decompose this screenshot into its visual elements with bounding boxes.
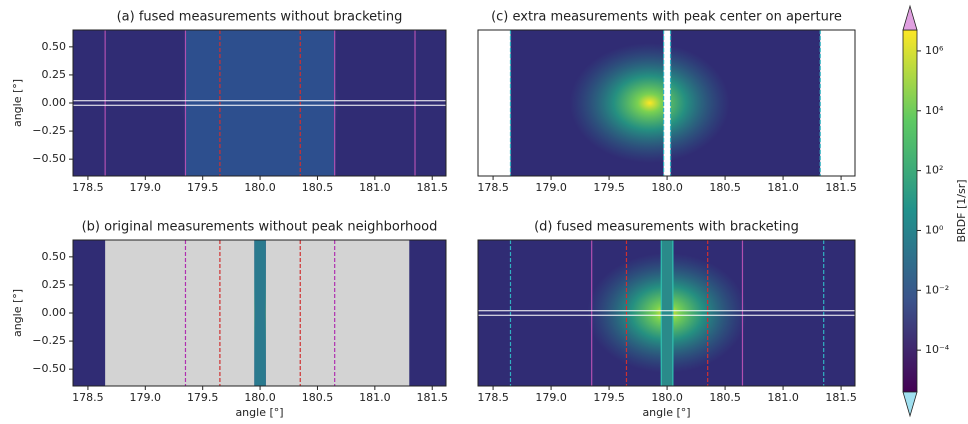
x-tick-label: 179.5 xyxy=(187,181,219,194)
colorbar-extend-top xyxy=(902,4,918,31)
x-tick-label: 179.5 xyxy=(593,391,625,404)
x-tick-label: 180.5 xyxy=(302,181,334,194)
colorbar xyxy=(902,29,918,393)
plot-area xyxy=(73,240,446,386)
x-tick-label: 180.0 xyxy=(651,181,683,194)
x-tick-label: 180.0 xyxy=(651,391,683,404)
x-tick-label: 179.5 xyxy=(593,181,625,194)
panel-title: (a) fused measurements without bracketin… xyxy=(117,10,403,25)
x-tick-label: 181.0 xyxy=(359,181,391,194)
peak xyxy=(569,43,730,163)
x-tick-label: 178.5 xyxy=(72,391,104,404)
x-tick-label: 178.5 xyxy=(477,391,509,404)
x-tick-label: 179.0 xyxy=(535,391,567,404)
x-tick-label: 179.0 xyxy=(535,181,567,194)
panel-title: (c) extra measurements with peak center … xyxy=(491,10,842,25)
x-tick-label: 181.5 xyxy=(416,181,448,194)
plot-area xyxy=(478,30,855,176)
x-tick-label: 180.5 xyxy=(302,391,334,404)
region xyxy=(254,240,266,386)
colorbar-tick-label: 10² xyxy=(925,164,943,177)
colorbar-tick-label: 10⁻⁴ xyxy=(925,343,950,356)
colorbar-tick-label: 10⁴ xyxy=(925,104,944,117)
x-tick-label: 181.0 xyxy=(359,391,391,404)
x-tick-label: 181.5 xyxy=(825,391,857,404)
x-tick-label: 179.0 xyxy=(130,181,162,194)
colorbar-extend-bottom xyxy=(902,391,918,418)
y-tick-label: 0.25 xyxy=(42,278,67,291)
y-tick-label: −0.50 xyxy=(32,362,66,375)
y-tick-label: 0.50 xyxy=(42,250,67,263)
panel-title: (b) original measurements without peak n… xyxy=(82,220,438,235)
colorbar-label: BRDF [1/sr] xyxy=(955,179,968,242)
region xyxy=(661,240,673,386)
y-tick-label: 0.50 xyxy=(42,40,67,53)
panel-title: (d) fused measurements with bracketing xyxy=(534,220,799,235)
region xyxy=(478,30,511,176)
colorbar-tick-label: 10⁻² xyxy=(925,283,949,296)
region xyxy=(820,30,855,176)
region xyxy=(185,30,335,176)
x-tick-label: 181.5 xyxy=(825,181,857,194)
x-tick-label: 180.0 xyxy=(244,181,276,194)
x-tick-label: 178.5 xyxy=(477,181,509,194)
y-axis-label: angle [°] xyxy=(11,79,24,127)
x-axis-label: angle [°] xyxy=(642,406,690,419)
x-tick-label: 181.0 xyxy=(767,181,799,194)
axes-frame xyxy=(477,239,856,387)
region xyxy=(663,30,671,176)
y-tick-label: 0.00 xyxy=(42,96,67,109)
plot-area xyxy=(73,30,446,176)
y-tick-label: −0.50 xyxy=(32,152,66,165)
x-tick-label: 181.5 xyxy=(416,391,448,404)
y-tick-label: −0.25 xyxy=(32,124,66,137)
x-tick-label: 181.0 xyxy=(767,391,799,404)
colorbar-tick-label: 10⁰ xyxy=(925,223,944,236)
y-tick-label: 0.00 xyxy=(42,306,67,319)
x-tick-label: 178.5 xyxy=(72,181,104,194)
axes-frame xyxy=(477,29,856,177)
region xyxy=(265,240,410,386)
x-tick-label: 180.5 xyxy=(709,181,741,194)
x-tick-label: 179.5 xyxy=(187,391,219,404)
x-tick-label: 180.5 xyxy=(709,391,741,404)
colorbar-tick-label: 10⁶ xyxy=(925,44,944,57)
plot-area xyxy=(478,240,855,386)
y-tick-label: −0.25 xyxy=(32,334,66,347)
x-axis-label: angle [°] xyxy=(235,406,283,419)
y-tick-label: 0.25 xyxy=(42,68,67,81)
y-axis-label: angle [°] xyxy=(11,289,24,337)
x-tick-label: 179.0 xyxy=(130,391,162,404)
x-tick-label: 180.0 xyxy=(244,391,276,404)
region xyxy=(105,240,255,386)
